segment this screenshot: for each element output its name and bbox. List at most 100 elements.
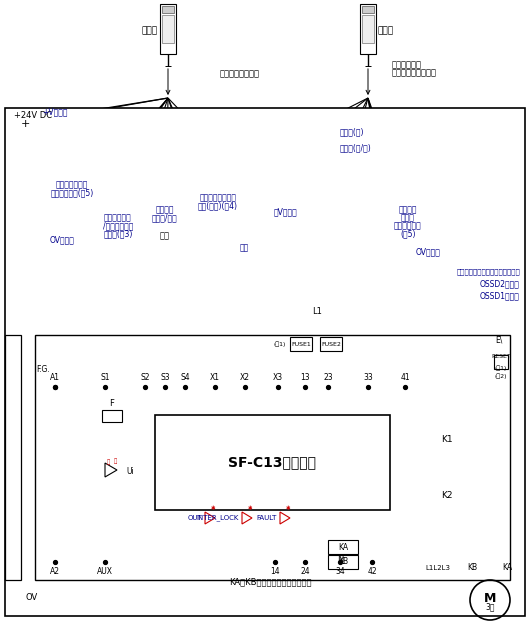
Text: 3～: 3～ bbox=[485, 602, 494, 612]
Text: 補助出力: 補助出力 bbox=[156, 205, 174, 214]
Text: X2: X2 bbox=[240, 374, 250, 382]
Text: F.G.: F.G. bbox=[36, 365, 50, 374]
Bar bbox=[362, 15, 374, 43]
Text: (注2): (注2) bbox=[494, 373, 507, 379]
Text: K2: K2 bbox=[441, 491, 453, 500]
Text: （橙）(注3): （橙）(注3) bbox=[103, 229, 132, 239]
Text: ケーブル色：: ケーブル色： bbox=[392, 60, 422, 69]
Text: 開放: 開放 bbox=[240, 244, 249, 253]
Text: KB: KB bbox=[338, 558, 348, 566]
Bar bbox=[494, 355, 508, 369]
Text: (注1): (注1) bbox=[273, 341, 286, 347]
Text: E\: E\ bbox=[495, 336, 502, 345]
Text: X1: X1 bbox=[210, 374, 220, 382]
Text: F: F bbox=[110, 399, 114, 408]
Bar bbox=[362, 6, 374, 13]
Text: 投光停止入力: 投光停止入力 bbox=[104, 214, 132, 222]
Text: 同期＋(橙): 同期＋(橙) bbox=[340, 127, 365, 137]
Text: L1: L1 bbox=[312, 307, 322, 316]
Polygon shape bbox=[280, 512, 290, 524]
Text: 灰色（黒ライン入）: 灰色（黒ライン入） bbox=[392, 69, 437, 77]
Text: OUT: OUT bbox=[187, 515, 202, 521]
Text: M: M bbox=[484, 592, 496, 605]
Text: A1: A1 bbox=[50, 374, 60, 382]
Text: FAULT: FAULT bbox=[257, 515, 277, 521]
Text: (注5): (注5) bbox=[400, 229, 416, 239]
Text: A2: A2 bbox=[50, 566, 60, 575]
Text: ꩜: ꩜ bbox=[113, 458, 117, 464]
Text: 同期－(橙/黒): 同期－(橙/黒) bbox=[340, 144, 372, 152]
Text: OV（青）: OV（青） bbox=[50, 236, 74, 244]
Text: KA: KA bbox=[502, 563, 512, 573]
Text: +: + bbox=[20, 119, 30, 129]
Text: FUSE1: FUSE1 bbox=[291, 341, 311, 347]
Text: X3: X3 bbox=[273, 374, 283, 382]
Bar bbox=[155, 415, 390, 510]
Text: (注1): (注1) bbox=[495, 365, 507, 371]
Text: 投光器: 投光器 bbox=[142, 26, 158, 35]
Bar bbox=[290, 337, 312, 351]
Text: 34: 34 bbox=[335, 566, 345, 575]
Bar bbox=[5, 335, 21, 580]
Text: （シールド）: （シールド） bbox=[394, 222, 422, 231]
Text: 41: 41 bbox=[400, 374, 410, 382]
Text: ケーブル色：灰色: ケーブル色：灰色 bbox=[220, 69, 260, 79]
Text: +24V DC: +24V DC bbox=[14, 110, 52, 120]
Text: 42: 42 bbox=[367, 566, 377, 575]
Polygon shape bbox=[105, 463, 117, 477]
Bar bbox=[162, 6, 174, 13]
Text: K1: K1 bbox=[441, 435, 453, 445]
Text: ✱: ✱ bbox=[248, 507, 252, 512]
Bar bbox=[320, 337, 342, 351]
Text: N: N bbox=[337, 556, 343, 564]
Text: ✱: ✱ bbox=[286, 507, 290, 512]
Text: 24: 24 bbox=[300, 566, 310, 575]
Text: （黄緑/黒）: （黄緑/黒） bbox=[152, 214, 178, 222]
Bar bbox=[151, 228, 179, 243]
Text: 負荷: 負荷 bbox=[160, 231, 170, 241]
Bar bbox=[360, 4, 376, 54]
Text: +V（茶）: +V（茶） bbox=[42, 108, 67, 117]
Text: 出力極性設定線: 出力極性設定線 bbox=[56, 181, 88, 190]
Text: （シールド）(注5): （シールド）(注5) bbox=[50, 188, 94, 197]
Text: SF-C13制御回路: SF-C13制御回路 bbox=[228, 455, 316, 469]
Polygon shape bbox=[205, 512, 215, 524]
Text: OV: OV bbox=[26, 593, 38, 602]
Bar bbox=[102, 410, 122, 422]
Bar bbox=[35, 335, 510, 580]
Text: ＋V（茶）: ＋V（茶） bbox=[273, 207, 297, 217]
Text: KA: KA bbox=[338, 542, 348, 551]
Text: 14: 14 bbox=[270, 566, 280, 575]
Text: OV（青）: OV（青） bbox=[416, 248, 440, 256]
Text: /リセット入力: /リセット入力 bbox=[103, 222, 133, 231]
Bar bbox=[328, 540, 358, 554]
Text: S1: S1 bbox=[100, 374, 110, 382]
Text: OSSD2（白）: OSSD2（白） bbox=[480, 280, 520, 289]
Bar bbox=[160, 4, 176, 54]
Bar bbox=[5, 108, 525, 616]
Text: ✱: ✱ bbox=[211, 507, 215, 512]
Text: S3: S3 bbox=[160, 374, 170, 382]
Bar bbox=[328, 555, 358, 569]
Polygon shape bbox=[242, 512, 252, 524]
Text: RESET: RESET bbox=[491, 355, 511, 360]
Text: KB: KB bbox=[467, 563, 477, 573]
Text: 外部デバイスモニタ入力（黄緑）: 外部デバイスモニタ入力（黄緑） bbox=[456, 269, 520, 275]
Text: OSSD1（黒）: OSSD1（黒） bbox=[480, 292, 520, 301]
Bar bbox=[162, 15, 174, 43]
Text: FUSE2: FUSE2 bbox=[321, 341, 341, 347]
Text: S4: S4 bbox=[180, 374, 190, 382]
Text: 受光器: 受光器 bbox=[378, 26, 394, 35]
Text: 設定線: 設定線 bbox=[401, 214, 415, 222]
Text: KA，KB：マグネットコンタクタ: KA，KB：マグネットコンタクタ bbox=[229, 578, 311, 587]
Text: L1L2L3: L1L2L3 bbox=[426, 565, 450, 571]
Text: Ui: Ui bbox=[126, 467, 134, 476]
Text: AUX: AUX bbox=[97, 566, 113, 575]
Text: 入力(薄紫)(注4): 入力(薄紫)(注4) bbox=[198, 202, 238, 210]
Text: ꩜: ꩜ bbox=[107, 459, 110, 465]
Text: 出力極性: 出力極性 bbox=[399, 205, 417, 214]
Text: S2: S2 bbox=[140, 374, 150, 382]
Text: インタロック設定: インタロック設定 bbox=[199, 193, 236, 202]
Text: 23: 23 bbox=[323, 374, 333, 382]
Text: 33: 33 bbox=[363, 374, 373, 382]
